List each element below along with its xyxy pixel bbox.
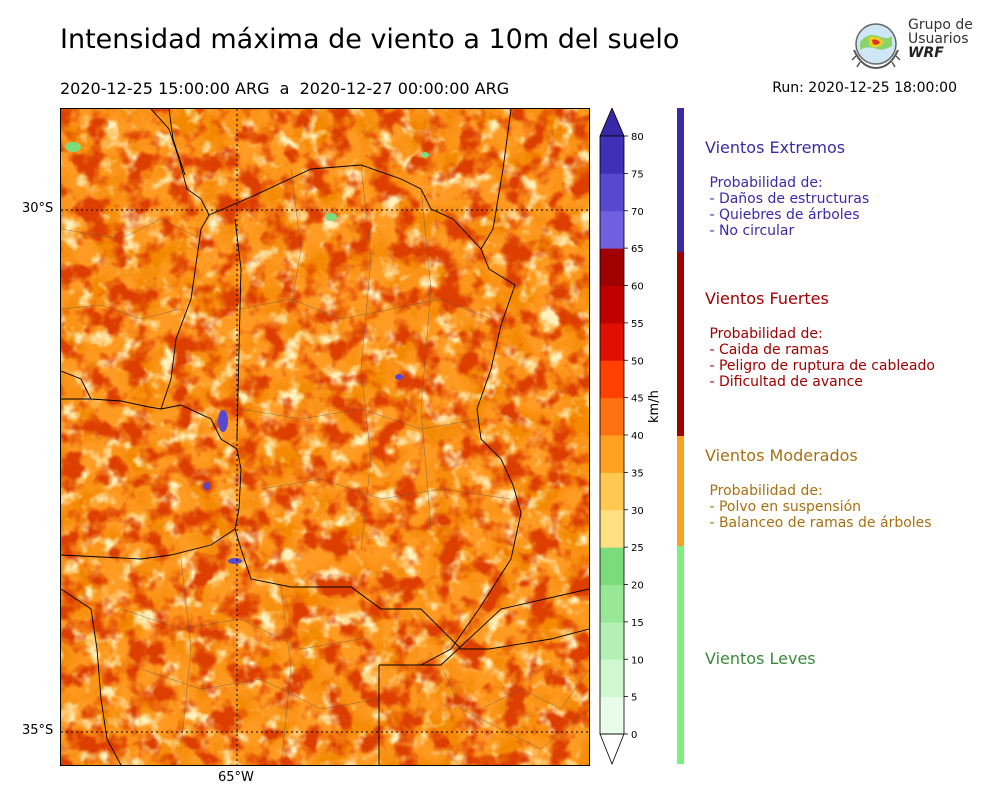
colorbar-segment xyxy=(600,210,624,249)
lat-label-30s: 30°S xyxy=(22,201,54,216)
colorbar-graphic: 0 5 10 15 20 25 30 35 40 45 50 55 60 65 70 75 80 xyxy=(599,106,644,766)
country-province-borders xyxy=(61,109,589,765)
colorbar-extend-max xyxy=(599,106,625,137)
colorbar-extend-min xyxy=(599,733,625,766)
category-title: Vientos Extremos xyxy=(705,138,846,157)
wind-speed-map xyxy=(60,108,590,766)
logo-line-3: WRF xyxy=(908,45,944,61)
colorbar-tick-label: 10 xyxy=(631,655,644,666)
category-description: Probabilidad de: - Polvo en suspensión -… xyxy=(709,483,932,531)
strong-category-bar xyxy=(677,252,684,436)
colorbar-tick-label: 70 xyxy=(631,207,644,218)
map-title: Intensidad máxima de viento a 10m del su… xyxy=(60,24,680,55)
colorbar-segment xyxy=(600,696,624,735)
colorbar-unit: km/h xyxy=(647,390,662,423)
category-title: Vientos Moderados xyxy=(705,446,858,465)
extreme-wind-spot xyxy=(395,374,403,380)
lon-label-65w: 65°W xyxy=(218,770,254,785)
colorbar-tick-label: 0 xyxy=(631,730,637,741)
globe-logo-icon xyxy=(851,23,901,70)
colorbar-tick-label: 55 xyxy=(631,319,644,330)
light-wind-patch xyxy=(65,142,81,152)
colorbar-segment xyxy=(600,584,624,623)
category-strong: Vientos Fuertes Probabilidad de: - Caida… xyxy=(705,289,935,390)
light-wind-patch xyxy=(421,152,429,158)
colorbar-tick-label: 75 xyxy=(631,169,644,180)
extreme-wind-spot xyxy=(228,558,242,564)
lat-label-35s: 35°S xyxy=(22,723,54,738)
colorbar-segment xyxy=(600,285,624,324)
colorbar-segment xyxy=(600,136,624,174)
logo-line-1: Grupo de xyxy=(908,17,973,33)
logo-text: Grupo de Usuarios WRF xyxy=(908,18,973,60)
colorbar: 0 5 10 15 20 25 30 35 40 45 50 55 60 65 70 75 80 xyxy=(598,106,658,768)
category-moderate: Vientos Moderados Probabilidad de: - Pol… xyxy=(705,446,932,531)
strong-wind-layer xyxy=(61,109,589,765)
colorbar-segment xyxy=(600,435,624,473)
colorbar-segment xyxy=(600,659,624,698)
colorbar-tick-label: 20 xyxy=(631,581,644,592)
logo-line-2: Usuarios xyxy=(908,31,969,47)
category-extreme: Vientos Extremos Probabilidad de: - Daño… xyxy=(705,138,869,239)
colorbar-tick-label: 25 xyxy=(631,543,644,554)
colorbar-tick-label: 60 xyxy=(631,282,644,293)
colorbar-segment xyxy=(600,621,624,660)
valid-period: 2020-12-25 15:00:00 ARG a 2020-12-27 00:… xyxy=(60,79,510,98)
colorbar-tick-label: 15 xyxy=(631,618,644,629)
colorbar-segment xyxy=(600,472,624,511)
colorbar-tick-label: 40 xyxy=(631,431,644,442)
extreme-wind-spot xyxy=(204,482,210,490)
colorbar-tick-label: 30 xyxy=(631,506,644,517)
colorbar-tick-label: 65 xyxy=(631,244,644,255)
colorbar-segment xyxy=(600,397,624,436)
colorbar-segment xyxy=(600,322,624,361)
extreme-category-bar xyxy=(677,108,684,252)
category-description: Probabilidad de: - Caida de ramas - Peli… xyxy=(709,326,935,390)
extreme-wind-spot xyxy=(218,410,228,432)
colorbar-segment xyxy=(600,547,624,585)
colorbar-segment xyxy=(600,360,624,399)
colorbar-tick-label: 50 xyxy=(631,356,644,367)
department-borders xyxy=(61,164,589,765)
colorbar-tick-label: 35 xyxy=(631,468,644,479)
run-time: Run: 2020-12-25 18:00:00 xyxy=(772,80,957,96)
light-category-bar xyxy=(677,546,684,764)
colorbar-tick-label: 80 xyxy=(631,132,644,143)
category-title: Vientos Leves xyxy=(705,649,816,668)
moderate-category-bar xyxy=(677,436,684,546)
category-description: Probabilidad de: - Daños de estructuras … xyxy=(709,175,870,239)
colorbar-segment xyxy=(600,509,624,548)
map-canvas xyxy=(61,109,589,765)
wind-field-layer xyxy=(61,109,589,765)
category-light: Vientos Leves xyxy=(705,649,816,668)
colorbar-tick-label: 5 xyxy=(631,693,637,704)
category-title: Vientos Fuertes xyxy=(705,289,829,308)
colorbar-tick-label: 45 xyxy=(631,394,644,405)
colorbar-segment xyxy=(600,248,624,286)
colorbar-segment xyxy=(600,173,624,212)
graticule xyxy=(61,109,589,765)
wrf-users-logo: Grupo de Usuarios WRF xyxy=(848,16,973,72)
light-wind-patch xyxy=(325,213,337,221)
